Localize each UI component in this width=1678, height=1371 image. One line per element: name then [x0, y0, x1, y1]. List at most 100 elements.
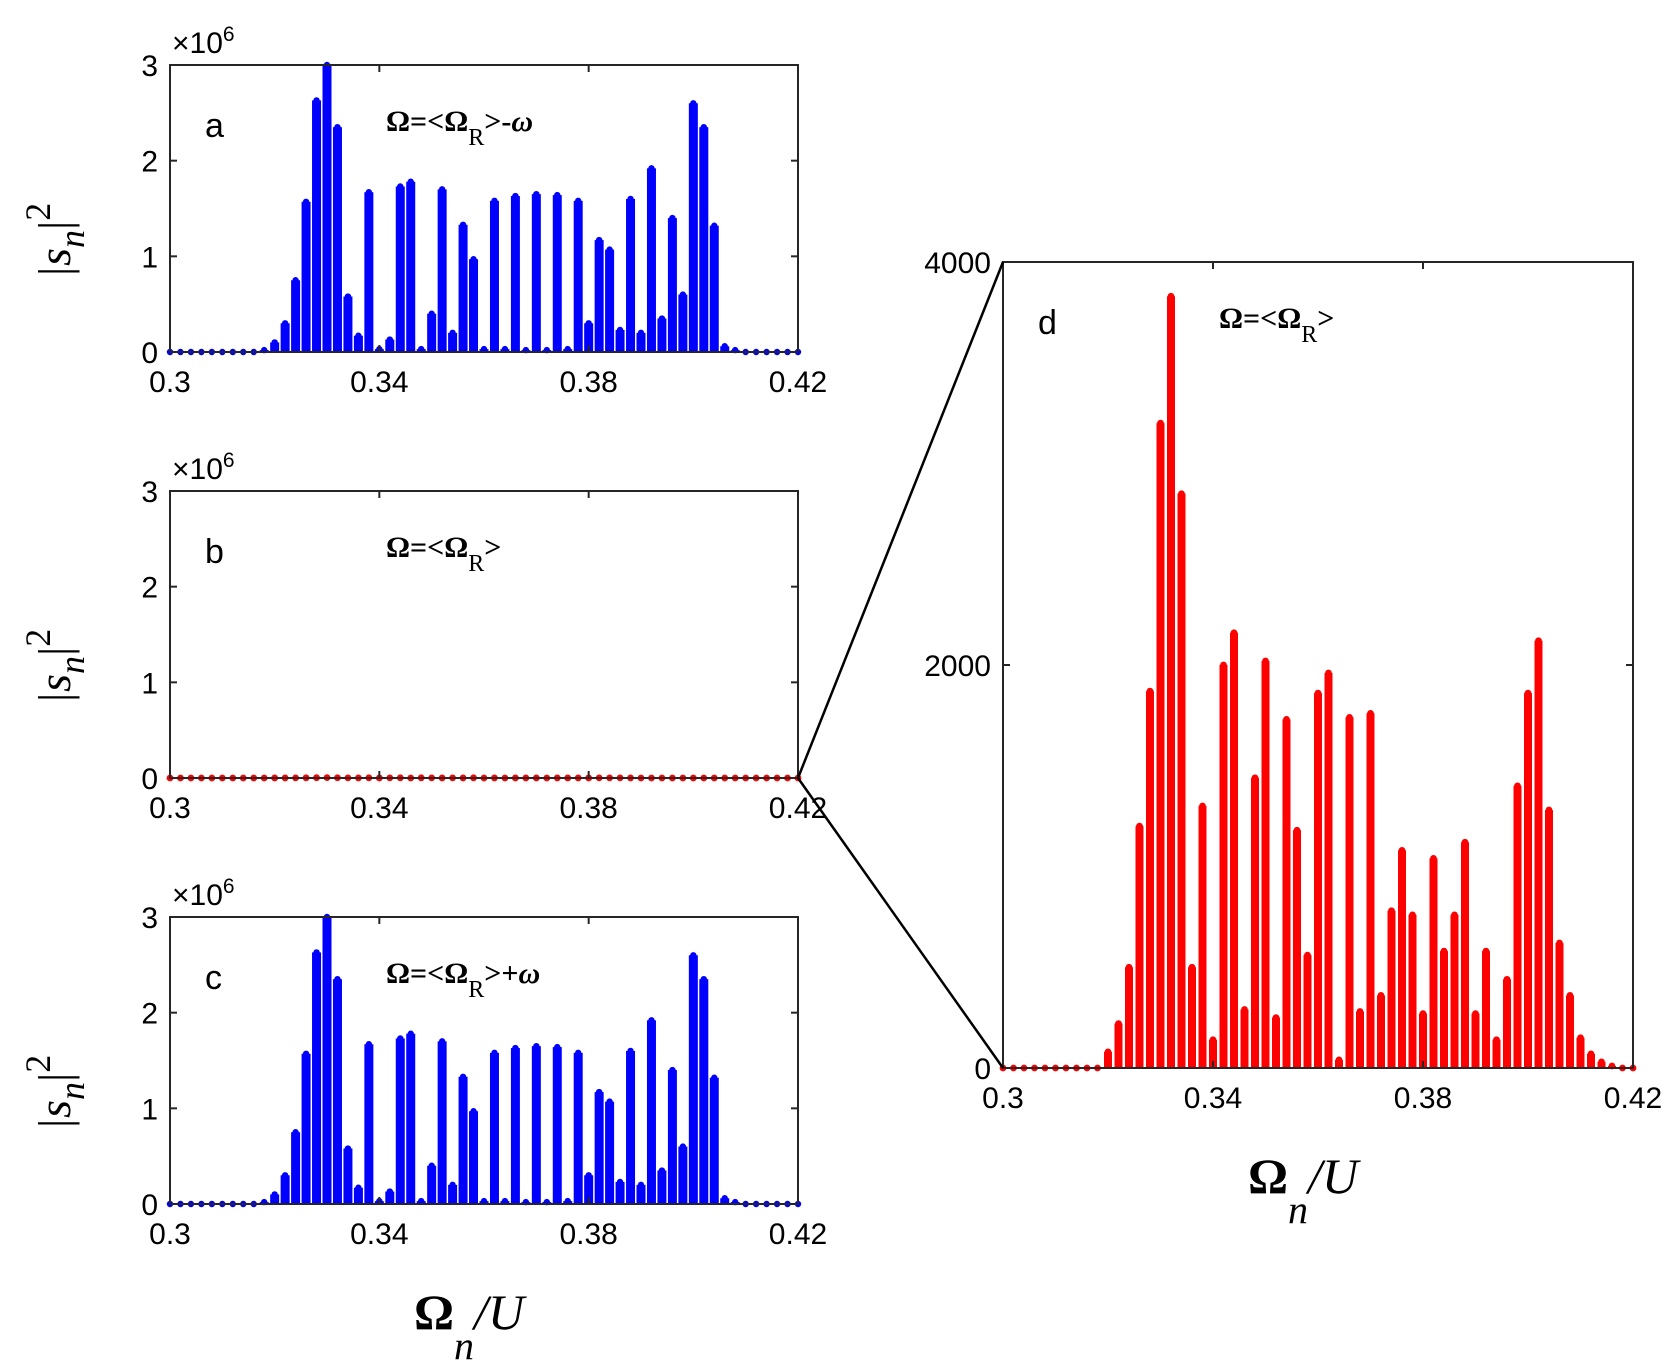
bars-a: [166, 61, 802, 356]
bar: [1440, 951, 1448, 1068]
bar: [1450, 914, 1459, 1068]
data-point: [428, 310, 435, 317]
data-point: [1535, 637, 1542, 645]
bar: [1345, 717, 1354, 1068]
data-point: [690, 952, 697, 959]
data-point: [1524, 689, 1532, 697]
data-point: [1125, 963, 1133, 971]
bar: [458, 1076, 468, 1204]
data-point: [1451, 911, 1458, 919]
zoom-connector: [796, 261, 1005, 1069]
y-tick-label: 2: [141, 998, 158, 1031]
data-point: [438, 186, 446, 193]
data-point: [501, 345, 509, 353]
y-tick-label: 2: [141, 146, 158, 179]
data-point: [313, 949, 320, 956]
y-axis-label: |sn|2: [18, 629, 92, 705]
data-point: [1230, 629, 1238, 637]
x-tick-label: 0.34: [350, 1218, 408, 1251]
data-point: [658, 1167, 666, 1174]
data-point: [1598, 1058, 1605, 1066]
data-point: [669, 1066, 676, 1074]
bar: [353, 335, 363, 352]
data-point: [1241, 1006, 1248, 1013]
bar: [699, 127, 709, 352]
data-point: [700, 123, 707, 131]
data-point: [564, 345, 571, 353]
bar: [301, 201, 311, 352]
bar: [709, 225, 719, 352]
data-point: [407, 1030, 414, 1037]
data-point: [1493, 1036, 1500, 1044]
data-point: [1398, 846, 1406, 854]
data-point: [575, 1049, 582, 1057]
data-point: [585, 1172, 592, 1179]
x-tick-label: 0.3: [149, 792, 191, 825]
bar: [1408, 914, 1417, 1068]
bar: [332, 127, 342, 352]
bar: [1261, 660, 1270, 1068]
annotation-lhs: Ω=<Ω: [386, 531, 468, 564]
data-point: [1157, 419, 1164, 427]
data-point: [595, 236, 603, 244]
bar: [594, 1092, 604, 1204]
ylabel-sup: 2: [18, 629, 58, 647]
data-point: [1577, 1034, 1584, 1042]
data-point: [1178, 490, 1185, 498]
y-tick-label: 0: [141, 1189, 158, 1222]
data-point: [386, 1188, 393, 1195]
data-point: [1503, 975, 1511, 983]
bar: [646, 168, 656, 352]
data-point: [721, 1195, 728, 1202]
data-point: [1472, 1010, 1479, 1017]
data-point: [1167, 292, 1175, 300]
data-point: [407, 178, 414, 185]
multiplier-exp: 6: [223, 875, 235, 898]
bar: [1324, 673, 1333, 1068]
x-axis-label: Ωn/U: [1248, 1148, 1361, 1232]
data-point: [1419, 1010, 1427, 1017]
bar: [291, 1132, 301, 1204]
ylabel-sup: 2: [18, 203, 58, 221]
data-point: [700, 975, 707, 983]
data-point: [501, 1197, 509, 1205]
bar: [280, 323, 290, 352]
bar: [1534, 640, 1543, 1068]
bar: [1104, 1051, 1112, 1068]
data-point: [365, 189, 373, 196]
data-point: [1482, 947, 1490, 955]
x-tick-label: 0.3: [149, 1218, 191, 1251]
data-point: [1346, 713, 1353, 721]
x-tick-label: 0.42: [769, 792, 827, 825]
data-point: [344, 1145, 352, 1152]
data-point: [397, 1035, 404, 1042]
y-axis-label: |sn|2: [18, 1055, 92, 1131]
bar: [510, 196, 520, 352]
annotation-sub: R: [468, 977, 484, 1003]
bar: [531, 1046, 541, 1204]
annotation-lhs: Ω=<Ω: [386, 105, 468, 138]
data-point: [575, 197, 582, 205]
y-tick-label: 2000: [924, 650, 991, 683]
bar: [1419, 1013, 1427, 1068]
data-point: [1440, 947, 1448, 955]
annotation-rhs: >: [1317, 302, 1334, 335]
ylabel-sub: n: [52, 230, 92, 248]
multiplier-exp: 6: [223, 449, 235, 472]
bar: [1482, 951, 1490, 1068]
bars-d: [999, 292, 1637, 1072]
bar: [1156, 423, 1165, 1068]
bar: [1146, 691, 1154, 1068]
data-point: [711, 1074, 718, 1081]
bar: [626, 1050, 636, 1204]
y-tick-label: 2: [141, 572, 158, 605]
data-point: [1409, 911, 1416, 919]
data-point: [449, 329, 456, 337]
ylabel-sup: 2: [18, 1055, 58, 1073]
bar: [343, 296, 353, 352]
bar: [510, 1048, 520, 1204]
ylabel-base: |s: [29, 674, 80, 705]
data-point: [302, 1050, 310, 1058]
bar: [678, 294, 688, 352]
